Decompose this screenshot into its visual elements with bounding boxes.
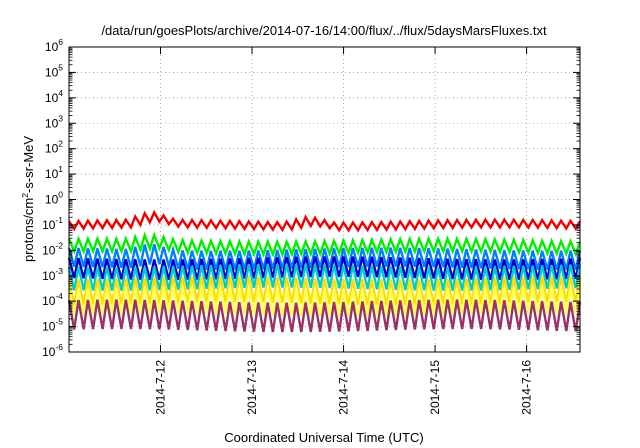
y-tick-labels: 106 105 104 103 102 101 100 10-1 10-2 10-3 10-4 10-… <box>42 37 63 359</box>
x-tick-label: 2014-7-12 <box>154 360 168 415</box>
y-tick-label: 102 <box>45 139 63 156</box>
y-tick-label: 100 <box>45 190 63 207</box>
y-tick-label: 105 <box>45 62 63 79</box>
series-line-1 <box>68 209 582 233</box>
series-line-5 <box>67 263 582 291</box>
y-tick-label: 106 <box>45 37 63 54</box>
series-line-8 <box>67 299 582 333</box>
series-line-4 <box>67 256 582 280</box>
y-tick-label: 10-4 <box>42 291 63 308</box>
chart-title: /data/run/goesPlots/archive/2014-07-16/1… <box>101 23 547 38</box>
y-tick-label: 10-1 <box>42 215 63 232</box>
x-tick-label: 2014-7-13 <box>245 360 259 415</box>
series-line-6 <box>67 276 582 306</box>
series-line-3 <box>67 243 582 272</box>
y-tick-label: 104 <box>45 88 63 105</box>
x-tick-label: 2014-7-15 <box>428 360 442 415</box>
y-tick-label: 10-3 <box>42 266 63 283</box>
y-tick-label: 10-2 <box>42 240 63 257</box>
grid-lines <box>69 47 580 352</box>
y-tick-label: 10-5 <box>42 317 63 334</box>
y-tick-label: 103 <box>45 113 63 130</box>
axis-ticks <box>69 46 580 353</box>
series-line-2 <box>67 231 582 258</box>
x-axis-label: Coordinated Universal Time (UTC) <box>224 430 423 445</box>
y-tick-label: 101 <box>45 164 63 181</box>
y-tick-label: 10-6 <box>42 342 63 359</box>
x-tick-label: 2014-7-16 <box>520 360 534 415</box>
series-line-7 <box>67 287 582 317</box>
x-tick-labels: 2014-7-12 2014-7-13 2014-7-14 2014-7-15 2014… <box>154 360 534 415</box>
series-lines <box>67 209 582 333</box>
y-axis-label: protons/cm2-s-sr-MeV <box>20 136 36 262</box>
x-tick-label: 2014-7-14 <box>337 360 351 415</box>
